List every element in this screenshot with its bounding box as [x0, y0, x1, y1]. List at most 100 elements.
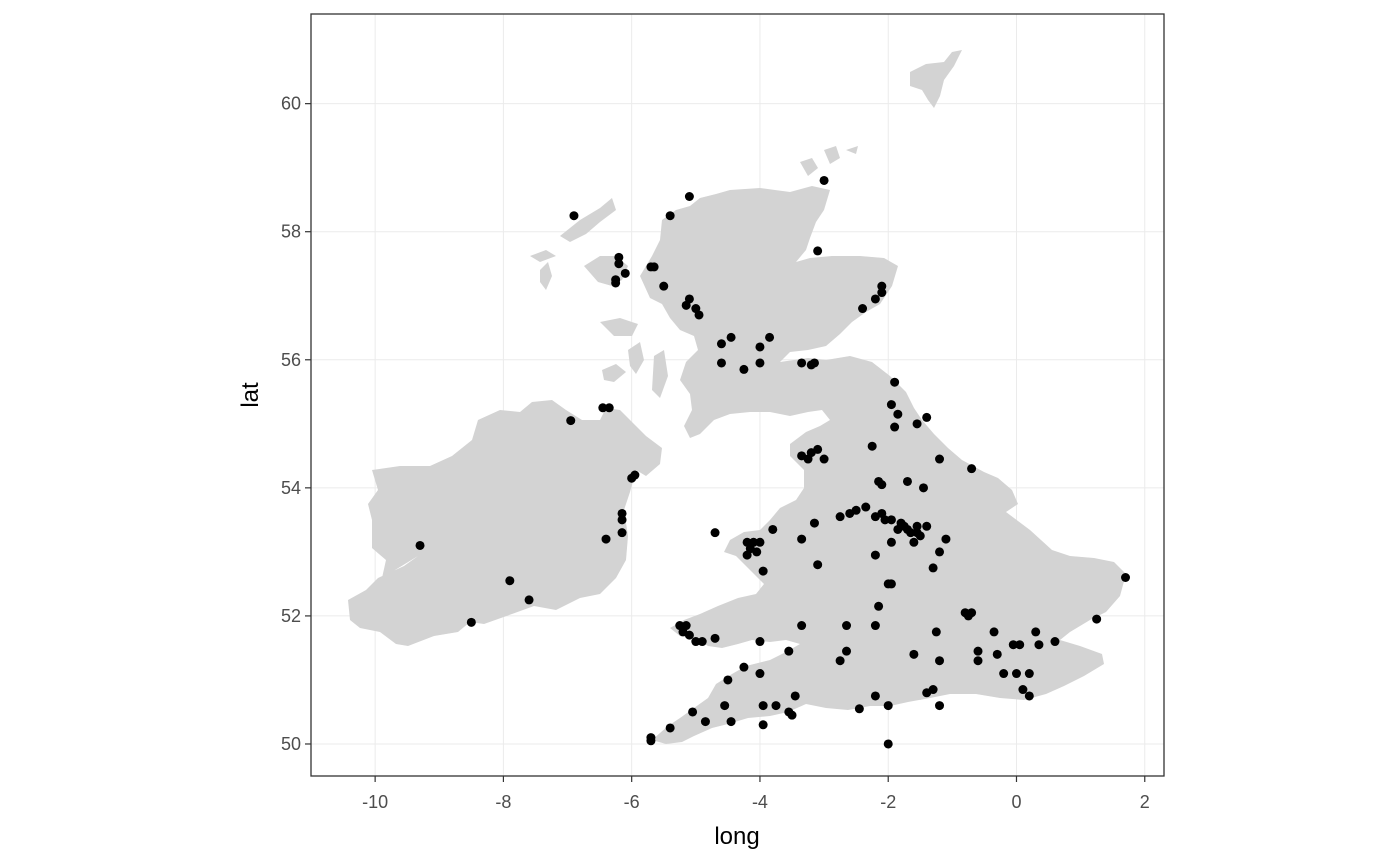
data-point-112: [1034, 640, 1044, 650]
data-point-75: [922, 521, 932, 531]
data-point-35: [627, 473, 637, 483]
data-point-152: [646, 733, 656, 743]
data-point-150: [665, 723, 675, 733]
data-point-123: [999, 669, 1009, 679]
y-tick-label-4: 58: [281, 222, 301, 242]
data-point-106: [842, 621, 852, 631]
data-point-145: [723, 675, 733, 685]
orkney: [800, 158, 818, 176]
data-point-79: [909, 537, 919, 547]
data-point-95: [742, 550, 752, 560]
data-point-5: [614, 252, 624, 262]
data-point-56: [935, 454, 945, 464]
data-point-46: [893, 409, 903, 419]
data-point-27: [870, 294, 880, 304]
data-point-3: [813, 246, 823, 256]
data-point-96: [758, 566, 768, 576]
data-point-116: [935, 656, 945, 666]
data-point-105: [870, 621, 880, 631]
data-point-127: [883, 701, 893, 711]
data-point-62: [835, 512, 845, 522]
data-point-155: [758, 720, 768, 730]
y-axis-title: lat: [237, 382, 264, 408]
data-point-64: [851, 505, 861, 515]
x-tick-label-5: 0: [1011, 792, 1021, 812]
data-point-6: [614, 259, 624, 269]
data-point-128: [870, 691, 880, 701]
x-tick-label-2: -6: [624, 792, 640, 812]
data-point-111: [1031, 627, 1041, 637]
data-point-153: [758, 701, 768, 711]
data-point-119: [1011, 669, 1021, 679]
data-point-23: [739, 364, 749, 374]
data-point-107: [931, 627, 941, 637]
data-point-138: [710, 633, 720, 643]
data-point-58: [902, 476, 912, 486]
data-point-97: [710, 528, 720, 538]
plot-panel: [310, 13, 1165, 777]
data-point-82: [935, 547, 945, 557]
data-point-42: [524, 595, 534, 605]
data-point-54: [803, 454, 813, 464]
great-britain-landmass: [640, 186, 1126, 744]
data-point-108: [989, 627, 999, 637]
y-tick-label-1: 52: [281, 606, 301, 626]
data-point-49: [922, 412, 932, 422]
data-point-148: [700, 717, 710, 727]
x-tick-label-3: -4: [752, 792, 768, 812]
data-point-104: [874, 601, 884, 611]
y-tick-label-5: 60: [281, 94, 301, 114]
data-point-45: [886, 400, 896, 410]
data-point-18: [716, 339, 726, 349]
data-point-4: [819, 175, 829, 185]
data-point-22: [755, 358, 765, 368]
data-point-11: [649, 262, 659, 272]
data-point-84: [928, 563, 938, 573]
data-point-43: [466, 617, 476, 627]
panel-border: [310, 13, 1165, 777]
data-point-131: [842, 646, 852, 656]
data-point-126: [935, 701, 945, 711]
data-point-146: [720, 701, 730, 711]
data-point-154: [771, 701, 781, 711]
data-point-89: [797, 534, 807, 544]
data-point-118: [973, 656, 983, 666]
data-point-87: [809, 518, 819, 528]
data-point-40: [415, 540, 425, 550]
data-point-103: [1092, 614, 1102, 624]
data-points: [415, 175, 1131, 749]
outer-hebrides: [560, 198, 616, 242]
data-point-7: [620, 268, 630, 278]
data-point-115: [992, 649, 1002, 659]
data-point-121: [1018, 685, 1028, 695]
data-point-120: [1024, 669, 1034, 679]
data-point-122: [1024, 691, 1034, 701]
data-point-9: [611, 278, 621, 288]
data-point-83: [870, 550, 880, 560]
data-point-50: [867, 441, 877, 451]
data-point-136: [755, 669, 765, 679]
data-point-132: [835, 656, 845, 666]
y-tick-label-3: 56: [281, 350, 301, 370]
data-point-55: [819, 454, 829, 464]
data-point-44: [890, 377, 900, 387]
x-tick-label-4: -2: [880, 792, 896, 812]
data-point-0: [569, 211, 579, 221]
data-point-2: [684, 191, 694, 201]
data-point-78: [912, 521, 922, 531]
x-tick-label-6: 2: [1140, 792, 1150, 812]
data-point-102: [1121, 572, 1131, 582]
y-tick-label-2: 54: [281, 478, 301, 498]
data-point-135: [755, 637, 765, 647]
data-point-147: [726, 717, 736, 727]
data-point-33: [604, 403, 614, 413]
data-point-144: [681, 621, 691, 631]
x-axis-title: long: [714, 823, 759, 850]
data-point-21: [716, 358, 726, 368]
data-point-113: [1050, 637, 1060, 647]
x-axis: -10 -8 -6 -4 -2 0 2: [362, 776, 1150, 812]
data-point-140: [691, 637, 701, 647]
data-point-80: [886, 537, 896, 547]
data-point-94: [752, 547, 762, 557]
